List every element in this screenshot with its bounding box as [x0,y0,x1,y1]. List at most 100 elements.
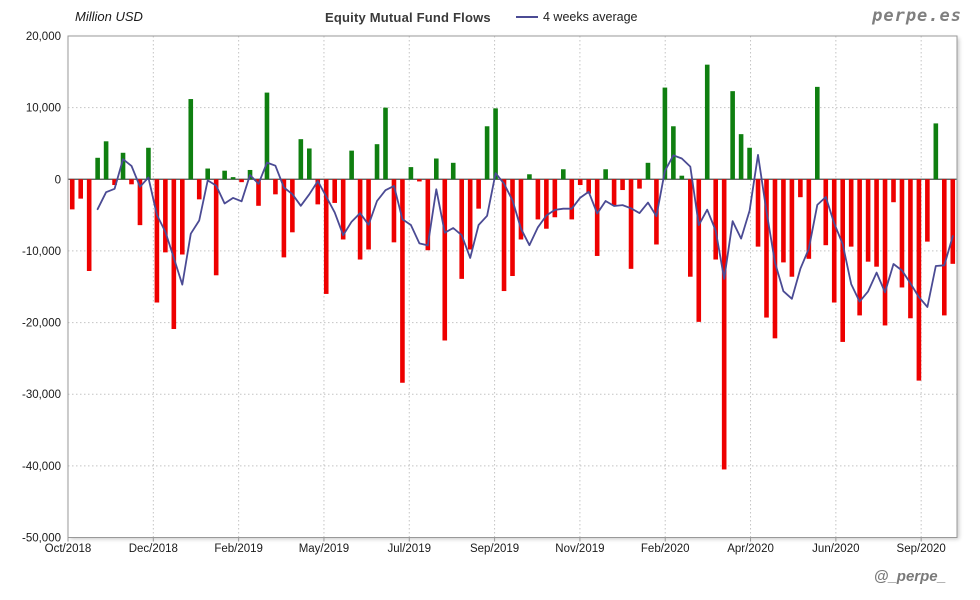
inflow-bar [298,139,304,180]
inflow-bar [747,147,752,180]
outflow-bar [594,179,600,256]
outflow-bar [239,179,244,183]
outflow-bar [569,179,575,220]
inflow-bar [662,87,668,180]
outflow-bar [467,179,473,250]
outflow-bar [696,179,702,322]
site-watermark: perpe.es [872,6,962,26]
outflow-bar [417,179,422,182]
x-tick-label: Nov/2019 [555,543,604,555]
y-tick-label: -50,000 [22,533,61,545]
outflow-bar [544,179,549,229]
outflow-bar [112,179,117,186]
outflow-bar [637,179,642,189]
inflow-bar [188,99,194,180]
outflow-bar [882,179,888,326]
outflow-bar [163,179,168,253]
outflow-bar [86,179,92,271]
outflow-bar [391,179,397,243]
inflow-bar [383,107,388,180]
inflow-bar [349,150,354,180]
inflow-bar [603,169,608,180]
inflow-bar [374,144,380,180]
outflow-bar [899,179,905,288]
flow-bars [69,64,956,470]
outflow-bar [332,179,337,203]
outflow-bar [323,179,329,294]
outflow-bar [78,179,83,199]
x-tick-label: Oct/2018 [45,543,92,555]
inflow-bar [561,169,566,180]
outflow-bar [577,179,583,186]
outflow-bar [620,179,625,191]
outflow-bar [755,179,761,247]
outflow-bar [831,179,837,303]
inflow-bar [484,126,490,180]
y-tick-label: -20,000 [22,318,61,330]
outflow-bar [315,179,321,205]
outflow-bar [137,179,143,226]
outflow-bar [69,179,75,210]
x-tick-label: Feb/2019 [214,543,263,555]
outflow-bar [273,179,278,195]
outflow-bar [789,179,795,277]
outflow-bar [400,179,405,383]
outflow-bar [213,179,219,276]
outflow-bar [340,179,346,240]
outflow-bar [721,179,727,470]
x-tick-label: Dec/2018 [129,543,178,555]
inflow-bar [645,162,651,180]
outflow-bar [501,179,507,292]
outflow-bar [781,179,786,263]
legend-label: 4 weeks average [543,10,638,24]
y-tick-label: -30,000 [22,389,61,401]
inflow-bar [679,175,685,180]
outflow-bar [628,179,634,269]
outflow-bar [442,179,448,341]
y-tick-label: 10,000 [26,103,61,115]
outflow-bar [510,179,515,277]
inflow-bar [434,158,439,180]
inflow-bar [527,174,532,180]
inflow-bar [205,168,210,180]
outflow-bar [611,179,617,206]
inflow-bar [450,162,456,180]
inflow-bar [408,167,414,180]
outflow-bar [874,179,879,267]
outflow-bar [713,179,718,260]
outflow-bar [688,179,693,277]
inflow-bar [815,86,820,180]
x-tick-label: Apr/2020 [727,543,774,555]
inflow-bar [264,92,270,180]
y-tick-label: -10,000 [22,246,61,258]
outflow-bar [908,179,913,319]
vertical-gridlines: Oct/2018 Dec/2018 Feb/2019 May/2019 Jul/2019… [45,36,946,555]
outflow-bar [916,179,922,381]
inflow-bar [671,126,676,180]
legend: 4 weeks average [516,10,638,24]
x-tick-label: Jun/2020 [812,543,859,555]
outflow-bar [806,179,812,259]
four-week-average-line [96,153,954,308]
outflow-bar [425,179,431,251]
chart-title: Equity Mutual Fund Flows [325,10,491,25]
inflow-bar [222,170,227,180]
outflow-bar [950,179,956,264]
outflow-bar [865,179,871,262]
outflow-bar [891,179,896,203]
legend-line-swatch [516,16,538,18]
inflow-bar [230,177,236,180]
outflow-bar [535,179,541,220]
inflow-bar [933,123,939,180]
outflow-bar [180,179,185,255]
inflow-bar [146,147,151,180]
outflow-bar [840,179,845,342]
outflow-bar [925,179,930,242]
inflow-bar [493,108,498,180]
inflow-bar [95,157,100,180]
x-tick-label: Jul/2019 [388,543,431,555]
outflow-bar [256,179,261,206]
outflow-bar [154,179,160,303]
